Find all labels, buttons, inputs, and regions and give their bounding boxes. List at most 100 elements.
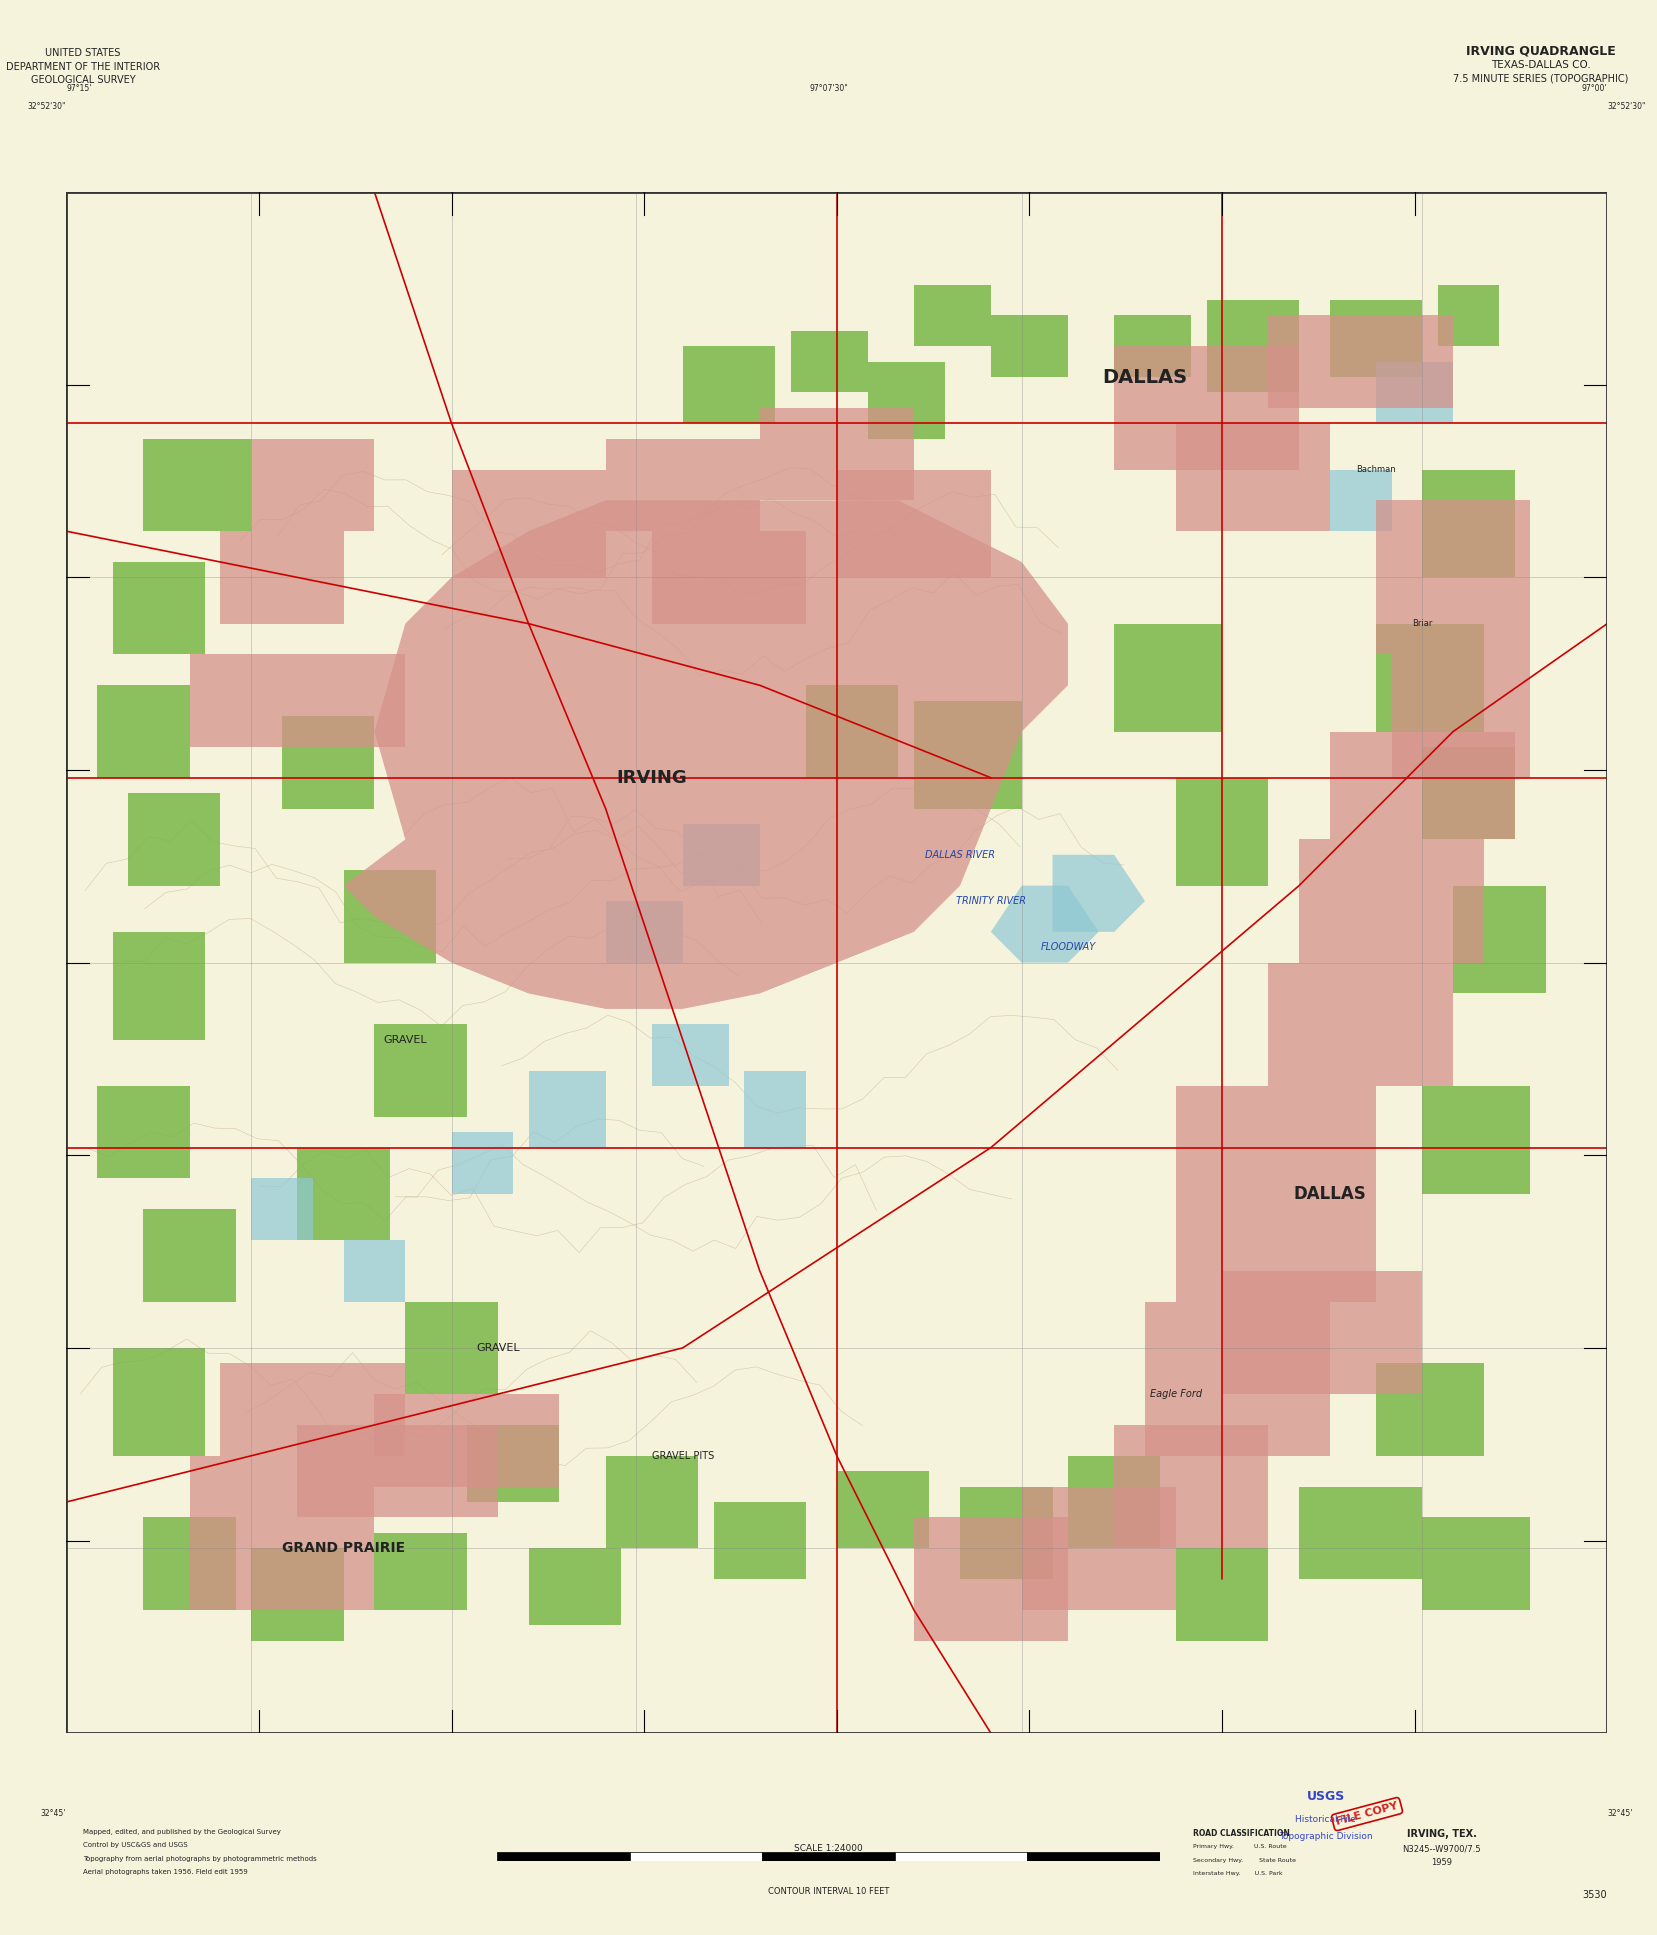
Polygon shape bbox=[1114, 346, 1299, 470]
Polygon shape bbox=[529, 1548, 621, 1625]
Text: Control by USC&GS and USGS: Control by USC&GS and USGS bbox=[83, 1842, 187, 1848]
Polygon shape bbox=[98, 685, 189, 778]
Text: GEOLOGICAL SURVEY: GEOLOGICAL SURVEY bbox=[30, 75, 136, 85]
Text: FLOODWAY: FLOODWAY bbox=[1041, 942, 1095, 952]
Polygon shape bbox=[1176, 1086, 1375, 1302]
Text: TRINITY RIVER: TRINITY RIVER bbox=[956, 896, 1026, 906]
Polygon shape bbox=[959, 1486, 1052, 1579]
Polygon shape bbox=[605, 439, 759, 532]
Polygon shape bbox=[759, 408, 915, 501]
Text: DALLAS RIVER: DALLAS RIVER bbox=[925, 849, 996, 859]
Text: GRAVEL: GRAVEL bbox=[476, 1343, 520, 1353]
Polygon shape bbox=[220, 1364, 406, 1455]
Text: Briar: Briar bbox=[1412, 619, 1433, 629]
Polygon shape bbox=[467, 1424, 560, 1502]
Text: GRAVEL: GRAVEL bbox=[383, 1035, 428, 1045]
Text: Historical File: Historical File bbox=[1296, 1815, 1355, 1825]
Text: 97°07'30": 97°07'30" bbox=[809, 83, 848, 93]
Polygon shape bbox=[991, 886, 1099, 962]
Polygon shape bbox=[1268, 315, 1453, 408]
Polygon shape bbox=[1453, 886, 1546, 993]
Polygon shape bbox=[991, 315, 1069, 377]
Polygon shape bbox=[837, 1471, 930, 1548]
Text: 32°45': 32°45' bbox=[41, 1809, 66, 1817]
Polygon shape bbox=[1114, 1424, 1268, 1548]
Polygon shape bbox=[144, 1517, 235, 1610]
Polygon shape bbox=[1022, 1486, 1176, 1610]
Polygon shape bbox=[1438, 284, 1500, 346]
Polygon shape bbox=[1331, 470, 1392, 532]
Text: CONTOUR INTERVAL 10 FEET: CONTOUR INTERVAL 10 FEET bbox=[767, 1887, 890, 1896]
Polygon shape bbox=[298, 1147, 389, 1240]
Polygon shape bbox=[1176, 1548, 1268, 1641]
Polygon shape bbox=[128, 793, 220, 886]
Polygon shape bbox=[144, 1209, 235, 1302]
Polygon shape bbox=[915, 700, 1022, 809]
Polygon shape bbox=[1422, 1086, 1531, 1194]
Text: ROAD CLASSIFICATION: ROAD CLASSIFICATION bbox=[1193, 1829, 1289, 1838]
Polygon shape bbox=[1052, 855, 1145, 933]
Polygon shape bbox=[1268, 962, 1453, 1086]
Polygon shape bbox=[837, 470, 991, 577]
Polygon shape bbox=[343, 1240, 406, 1302]
Bar bbox=[497, 1852, 630, 1861]
Polygon shape bbox=[714, 1502, 805, 1579]
Text: 97°00': 97°00' bbox=[1582, 83, 1607, 93]
Polygon shape bbox=[343, 871, 436, 962]
Text: GRAVEL PITS: GRAVEL PITS bbox=[651, 1451, 714, 1461]
Text: Primary Hwy.          U.S. Route: Primary Hwy. U.S. Route bbox=[1193, 1844, 1287, 1850]
Text: TEXAS-DALLAS CO.: TEXAS-DALLAS CO. bbox=[1491, 60, 1591, 70]
Text: IRVING QUADRANGLE: IRVING QUADRANGLE bbox=[1466, 45, 1616, 58]
Polygon shape bbox=[605, 1455, 698, 1548]
Polygon shape bbox=[1299, 840, 1485, 962]
Polygon shape bbox=[343, 501, 1069, 1008]
Polygon shape bbox=[790, 331, 868, 393]
Polygon shape bbox=[406, 1302, 497, 1393]
Text: Interstate Hwy.       U.S. Park: Interstate Hwy. U.S. Park bbox=[1193, 1871, 1283, 1877]
Text: GRAND PRAIRIE: GRAND PRAIRIE bbox=[282, 1542, 406, 1556]
Bar bbox=[630, 1852, 762, 1861]
Text: Aerial photographs taken 1956. Field edit 1959: Aerial photographs taken 1956. Field edi… bbox=[83, 1869, 247, 1875]
Polygon shape bbox=[683, 346, 775, 424]
Polygon shape bbox=[252, 1548, 343, 1641]
Text: 3530: 3530 bbox=[1582, 1890, 1607, 1900]
Text: 32°45': 32°45' bbox=[1607, 1809, 1632, 1817]
Text: 7.5 MINUTE SERIES (TOPOGRAPHIC): 7.5 MINUTE SERIES (TOPOGRAPHIC) bbox=[1453, 74, 1629, 83]
Text: DALLAS: DALLAS bbox=[1294, 1184, 1367, 1204]
Polygon shape bbox=[220, 532, 343, 623]
Polygon shape bbox=[744, 1070, 805, 1147]
Text: IRVING, TEX.: IRVING, TEX. bbox=[1407, 1829, 1476, 1838]
Polygon shape bbox=[1375, 501, 1531, 654]
Polygon shape bbox=[1375, 362, 1453, 424]
Text: N3245--W9700/7.5: N3245--W9700/7.5 bbox=[1402, 1844, 1481, 1854]
Polygon shape bbox=[451, 1132, 514, 1194]
Bar bbox=[1027, 1852, 1160, 1861]
Bar bbox=[895, 1852, 1027, 1861]
Text: IRVING: IRVING bbox=[616, 768, 688, 788]
Text: Topographic Division: Topographic Division bbox=[1279, 1832, 1372, 1842]
Text: Bachman: Bachman bbox=[1357, 464, 1395, 474]
Text: USGS: USGS bbox=[1306, 1790, 1345, 1803]
Polygon shape bbox=[868, 362, 944, 439]
Polygon shape bbox=[1331, 731, 1514, 840]
Polygon shape bbox=[1422, 470, 1514, 577]
Polygon shape bbox=[144, 439, 252, 532]
Text: DEPARTMENT OF THE INTERIOR: DEPARTMENT OF THE INTERIOR bbox=[5, 62, 161, 72]
Polygon shape bbox=[374, 1393, 560, 1486]
Polygon shape bbox=[1176, 778, 1268, 886]
Polygon shape bbox=[113, 561, 205, 654]
Polygon shape bbox=[298, 1424, 497, 1517]
Text: Topography from aerial photographs by photogrammetric methods: Topography from aerial photographs by ph… bbox=[83, 1856, 316, 1861]
Text: UNITED STATES: UNITED STATES bbox=[45, 48, 121, 58]
Polygon shape bbox=[1114, 315, 1191, 377]
Text: Eagle Ford: Eagle Ford bbox=[1150, 1389, 1201, 1399]
Polygon shape bbox=[1176, 424, 1331, 532]
Polygon shape bbox=[374, 1024, 467, 1116]
Polygon shape bbox=[1206, 300, 1299, 393]
Polygon shape bbox=[374, 1533, 467, 1610]
Polygon shape bbox=[98, 1086, 189, 1178]
Polygon shape bbox=[252, 439, 374, 532]
Text: Secondary Hwy.        State Route: Secondary Hwy. State Route bbox=[1193, 1858, 1296, 1863]
Polygon shape bbox=[189, 654, 298, 747]
Polygon shape bbox=[451, 470, 605, 577]
